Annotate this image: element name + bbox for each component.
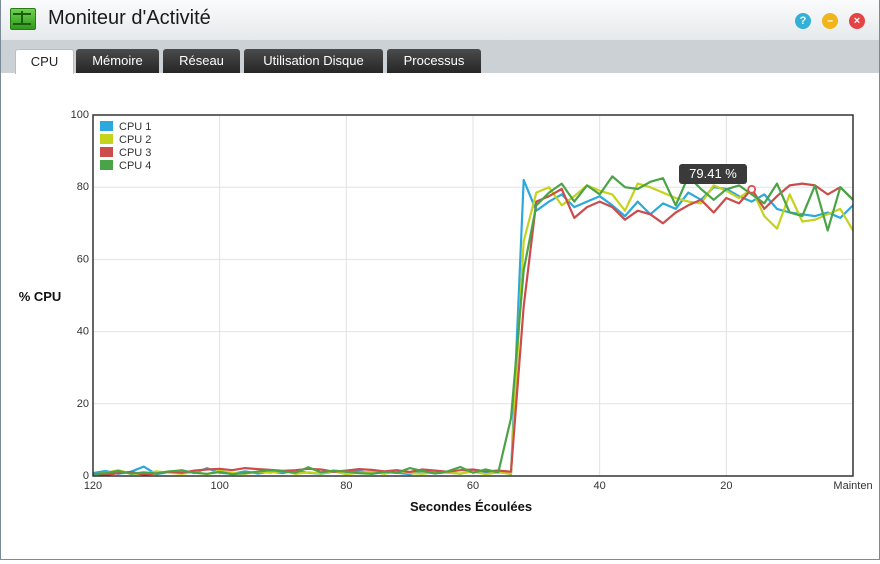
chart-tooltip: 79.41 %	[679, 164, 747, 184]
tab-cpu[interactable]: CPU	[15, 49, 74, 74]
x-tick-label: 60	[467, 480, 479, 492]
window-title: Moniteur d'Activité	[48, 7, 211, 29]
chart-area: 0 20 40 60 80 100 120 100 80 60 40 20 Mainten % CPU Se…	[0, 73, 878, 559]
tab-utilisation-disque[interactable]: Utilisation Disque	[244, 49, 383, 73]
legend-label-cpu-1: CPU 1	[119, 121, 151, 133]
x-tick-label: 20	[720, 480, 732, 492]
y-tick-label: 40	[77, 326, 89, 338]
help-button[interactable]: ?	[795, 13, 811, 29]
series-line-cpu-3	[92, 182, 854, 476]
x-tick-label: 80	[340, 480, 352, 492]
x-axis-label: Secondes Écoulées	[410, 499, 532, 514]
minimize-button[interactable]: –	[822, 13, 838, 29]
close-button[interactable]: ×	[849, 13, 865, 29]
y-tick-label: 20	[77, 398, 89, 410]
x-tick-label: Mainten	[833, 480, 872, 492]
y-tick-label: 80	[77, 181, 89, 193]
legend-label-cpu-4: CPU 4	[119, 160, 151, 172]
y-tick-label: 60	[77, 253, 89, 265]
legend-swatch-cpu-4	[100, 160, 113, 170]
tooltip-point-marker	[747, 184, 757, 194]
y-tick-label: 100	[71, 109, 89, 121]
tab-processus[interactable]: Processus	[387, 49, 481, 73]
y-axis-label: % CPU	[19, 289, 62, 304]
legend-swatch-cpu-1	[100, 121, 113, 131]
y-tick-label: 0	[83, 470, 89, 482]
tab-memoire[interactable]: Mémoire	[76, 49, 159, 73]
title-bar[interactable]: Moniteur d'Activité ? – ×	[1, 0, 879, 40]
x-tick-label: 100	[210, 480, 228, 492]
x-tick-label: 40	[594, 480, 606, 492]
cpu-chart: 0 20 40 60 80 100 120 100 80 60 40 20 Mainten % CPU Se…	[19, 109, 873, 514]
x-tick-label: 120	[84, 480, 102, 492]
tab-bar: CPU Mémoire Réseau Utilisation Disque Pr…	[1, 40, 879, 74]
tab-reseau[interactable]: Réseau	[163, 49, 240, 73]
legend-swatch-cpu-3	[100, 147, 113, 157]
activity-monitor-icon	[10, 8, 36, 30]
series-line-cpu-4	[92, 175, 854, 476]
legend-swatch-cpu-2	[100, 134, 113, 144]
legend-label-cpu-3: CPU 3	[119, 147, 151, 159]
legend-label-cpu-2: CPU 2	[119, 134, 151, 146]
plot-frame	[92, 114, 854, 477]
